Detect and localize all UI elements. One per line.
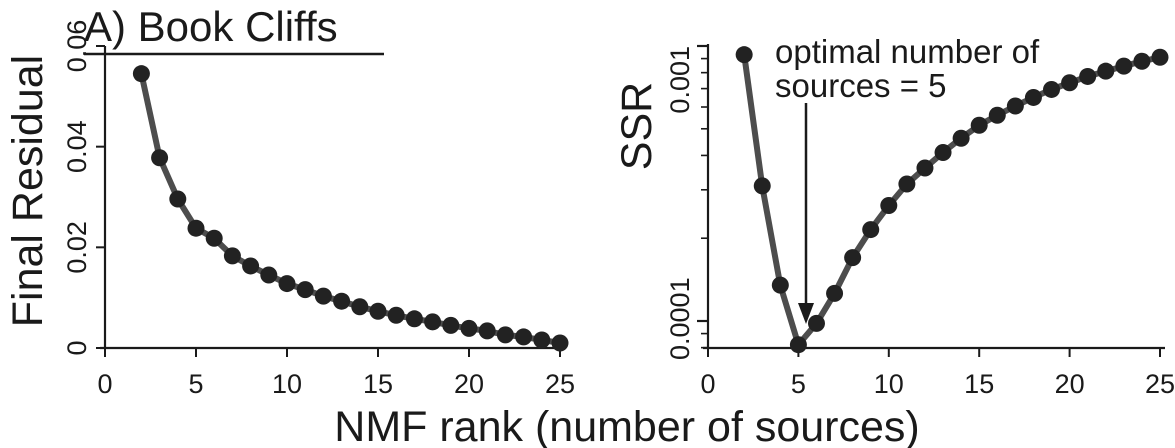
right-data-point: [1097, 62, 1115, 80]
left-data-point: [460, 319, 478, 337]
left-data-point: [478, 322, 496, 340]
left-data-point: [424, 313, 442, 331]
left-data-point: [405, 310, 423, 328]
right-y-ticks: 0.0001 0.001: [665, 44, 708, 360]
right-data-point: [1151, 48, 1169, 66]
right-x-tick-label: 15: [964, 369, 994, 399]
right-x-tick-label: 10: [874, 369, 904, 399]
left-data-point: [551, 334, 569, 352]
left-y-tick-label: 0.06: [62, 20, 92, 73]
right-data-point: [1043, 80, 1061, 98]
right-chart: SSR 0 5 10 15 20 25 0.0001 0.001 optimal numbe…: [613, 33, 1175, 399]
right-x-ticks: 0 5 10 15 20 25: [700, 348, 1175, 399]
right-data-point: [1061, 74, 1079, 92]
right-data-point: [898, 175, 916, 193]
left-y-ticks: 0 0.02 0.04 0.06: [62, 20, 105, 356]
annotation-line1: optimal number of: [775, 33, 1040, 70]
right-data-point: [844, 249, 862, 267]
right-data-point: [1024, 88, 1042, 106]
annotation-line2: sources = 5: [775, 67, 947, 104]
left-chart: Final Residual 0 5 10 15 20 25 0 0.02 0.04 0.06: [4, 20, 575, 399]
right-y-tick-label: 0.001: [665, 46, 695, 114]
right-data-point: [735, 46, 753, 64]
right-data-point: [934, 143, 952, 161]
right-x-tick-label: 25: [1145, 369, 1175, 399]
left-data-point: [205, 229, 223, 247]
left-x-tick-label: 10: [272, 369, 302, 399]
left-data-point: [169, 190, 187, 208]
left-data-point: [296, 281, 314, 299]
right-series: [735, 46, 1169, 354]
right-x-tick-label: 5: [791, 369, 806, 399]
panel-title: A) Book Cliffs: [84, 3, 338, 50]
left-data-point: [151, 149, 169, 167]
right-data-point: [771, 276, 789, 294]
left-data-point: [278, 275, 296, 293]
left-data-point: [387, 306, 405, 324]
left-data-point: [333, 292, 351, 310]
right-y-axis-label: SSR: [613, 82, 661, 170]
left-series: [132, 65, 569, 352]
left-x-tick-label: 0: [97, 369, 112, 399]
left-data-point: [260, 266, 278, 284]
annotation-arrowhead: [798, 303, 814, 324]
left-y-tick-label: 0.02: [62, 221, 92, 274]
left-data-point: [515, 328, 533, 346]
shared-x-axis-label: NMF rank (number of sources): [334, 403, 919, 448]
left-data-point: [442, 316, 460, 334]
right-data-point: [753, 177, 771, 195]
right-data-point: [789, 336, 807, 354]
right-y-tick-label: 0.0001: [665, 277, 695, 360]
right-data-point: [880, 197, 898, 215]
left-data-point: [314, 287, 332, 305]
left-data-point: [369, 302, 387, 320]
left-data-point: [242, 257, 260, 275]
left-x-tick-label: 5: [188, 369, 203, 399]
left-data-point: [351, 298, 369, 316]
left-x-tick-label: 25: [545, 369, 575, 399]
left-data-point: [187, 219, 205, 237]
left-y-tick-label: 0: [62, 340, 92, 355]
left-x-tick-label: 20: [454, 369, 484, 399]
right-data-point: [916, 159, 934, 177]
right-data-point: [1006, 97, 1024, 115]
right-data-point: [862, 221, 880, 239]
left-data-point: [132, 65, 150, 83]
right-data-point: [807, 314, 825, 332]
right-data-point: [952, 129, 970, 147]
left-series-line: [138, 73, 561, 346]
right-data-point: [826, 284, 844, 302]
left-data-point: [223, 247, 241, 265]
left-y-axis-label: Final Residual: [4, 55, 52, 327]
right-data-point: [988, 106, 1006, 124]
right-data-point: [1133, 52, 1151, 70]
right-x-tick-label: 20: [1055, 369, 1085, 399]
right-data-point: [1115, 57, 1133, 75]
left-x-ticks: 0 5 10 15 20 25: [97, 348, 575, 399]
right-data-point: [1079, 67, 1097, 85]
left-data-point: [496, 326, 514, 344]
left-data-point: [533, 331, 551, 349]
right-x-tick-label: 0: [700, 369, 715, 399]
right-data-point: [970, 116, 988, 134]
left-y-tick-label: 0.04: [62, 120, 92, 173]
left-x-tick-label: 15: [363, 369, 393, 399]
